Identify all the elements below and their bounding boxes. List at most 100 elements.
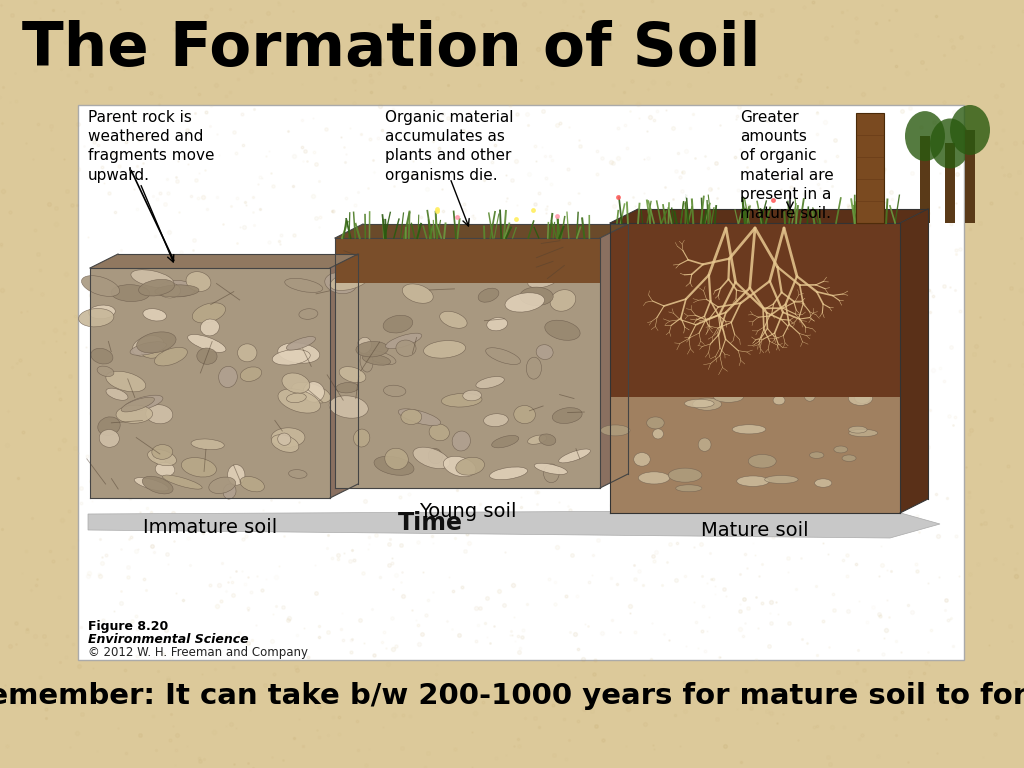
- Ellipse shape: [732, 425, 766, 434]
- Ellipse shape: [383, 386, 406, 396]
- Ellipse shape: [240, 476, 264, 492]
- Bar: [610, 223, 900, 397]
- Polygon shape: [600, 224, 628, 488]
- Ellipse shape: [550, 290, 575, 311]
- Ellipse shape: [842, 455, 856, 462]
- Ellipse shape: [849, 426, 867, 433]
- Text: Environmental Science: Environmental Science: [88, 633, 249, 646]
- Ellipse shape: [542, 260, 562, 279]
- Ellipse shape: [271, 435, 299, 452]
- Ellipse shape: [443, 456, 476, 477]
- Ellipse shape: [684, 399, 714, 408]
- Ellipse shape: [272, 349, 310, 365]
- Ellipse shape: [676, 485, 701, 492]
- Ellipse shape: [492, 435, 519, 448]
- Ellipse shape: [537, 345, 553, 359]
- Ellipse shape: [278, 389, 321, 413]
- Ellipse shape: [336, 382, 358, 393]
- Ellipse shape: [329, 396, 369, 419]
- Ellipse shape: [362, 354, 390, 365]
- Ellipse shape: [559, 449, 591, 463]
- Ellipse shape: [367, 255, 399, 264]
- Ellipse shape: [385, 449, 409, 469]
- Ellipse shape: [391, 260, 408, 273]
- Ellipse shape: [398, 409, 440, 425]
- Ellipse shape: [552, 408, 583, 423]
- Bar: [335, 238, 600, 488]
- Ellipse shape: [646, 417, 665, 429]
- Ellipse shape: [227, 465, 245, 485]
- Ellipse shape: [155, 285, 199, 297]
- Ellipse shape: [91, 349, 113, 364]
- Ellipse shape: [357, 337, 372, 353]
- Text: Young soil: Young soil: [419, 502, 516, 521]
- Ellipse shape: [134, 478, 169, 491]
- Text: Parent rock is
weathered and
fragments move
upward.: Parent rock is weathered and fragments m…: [88, 110, 214, 183]
- Ellipse shape: [549, 253, 578, 270]
- Ellipse shape: [692, 398, 722, 410]
- Ellipse shape: [374, 456, 414, 475]
- Ellipse shape: [152, 445, 173, 459]
- Ellipse shape: [527, 435, 547, 445]
- Ellipse shape: [520, 287, 553, 306]
- Ellipse shape: [116, 406, 153, 423]
- Ellipse shape: [271, 428, 305, 447]
- Ellipse shape: [804, 389, 815, 401]
- Ellipse shape: [143, 309, 167, 321]
- Ellipse shape: [105, 371, 145, 392]
- Ellipse shape: [158, 283, 180, 298]
- Ellipse shape: [441, 393, 482, 407]
- Ellipse shape: [299, 309, 317, 319]
- Ellipse shape: [736, 476, 769, 486]
- Ellipse shape: [360, 351, 373, 372]
- Text: Mature soil: Mature soil: [701, 521, 809, 540]
- Ellipse shape: [132, 336, 164, 356]
- Ellipse shape: [486, 317, 508, 331]
- Ellipse shape: [383, 316, 413, 333]
- Ellipse shape: [238, 344, 257, 362]
- Ellipse shape: [402, 284, 433, 303]
- Ellipse shape: [131, 270, 174, 288]
- Ellipse shape: [142, 476, 173, 494]
- Ellipse shape: [814, 478, 831, 487]
- Ellipse shape: [88, 305, 116, 319]
- Ellipse shape: [160, 280, 196, 296]
- Ellipse shape: [79, 309, 114, 327]
- Ellipse shape: [810, 452, 824, 458]
- Ellipse shape: [457, 464, 470, 475]
- Polygon shape: [330, 254, 358, 498]
- Ellipse shape: [106, 388, 128, 400]
- Ellipse shape: [145, 405, 173, 424]
- Bar: [90, 268, 330, 498]
- Ellipse shape: [514, 406, 536, 424]
- Ellipse shape: [505, 254, 529, 273]
- Ellipse shape: [385, 333, 422, 349]
- Text: Organic material
accumulates as
plants and other
organisms die.: Organic material accumulates as plants a…: [385, 110, 513, 183]
- Text: Figure 8.20: Figure 8.20: [88, 620, 168, 633]
- Ellipse shape: [241, 367, 262, 382]
- Ellipse shape: [353, 429, 370, 447]
- Ellipse shape: [950, 105, 990, 155]
- Ellipse shape: [278, 343, 319, 363]
- Text: Time: Time: [397, 511, 463, 535]
- Bar: [78, 105, 964, 660]
- Ellipse shape: [99, 429, 120, 447]
- Ellipse shape: [401, 409, 422, 425]
- Ellipse shape: [714, 392, 743, 402]
- Ellipse shape: [453, 431, 470, 451]
- Ellipse shape: [136, 332, 176, 353]
- Ellipse shape: [600, 425, 630, 436]
- Ellipse shape: [849, 429, 878, 437]
- Text: The Formation of Soil: The Formation of Soil: [22, 20, 761, 79]
- Ellipse shape: [424, 340, 466, 358]
- Ellipse shape: [489, 467, 527, 480]
- Ellipse shape: [156, 462, 175, 476]
- Ellipse shape: [201, 319, 219, 336]
- Ellipse shape: [544, 464, 559, 483]
- Ellipse shape: [476, 376, 504, 389]
- Text: Immature soil: Immature soil: [143, 518, 278, 537]
- Ellipse shape: [404, 256, 432, 276]
- Ellipse shape: [123, 396, 163, 412]
- Text: © 2012 W. H. Freeman and Company: © 2012 W. H. Freeman and Company: [88, 646, 308, 659]
- Ellipse shape: [526, 357, 542, 379]
